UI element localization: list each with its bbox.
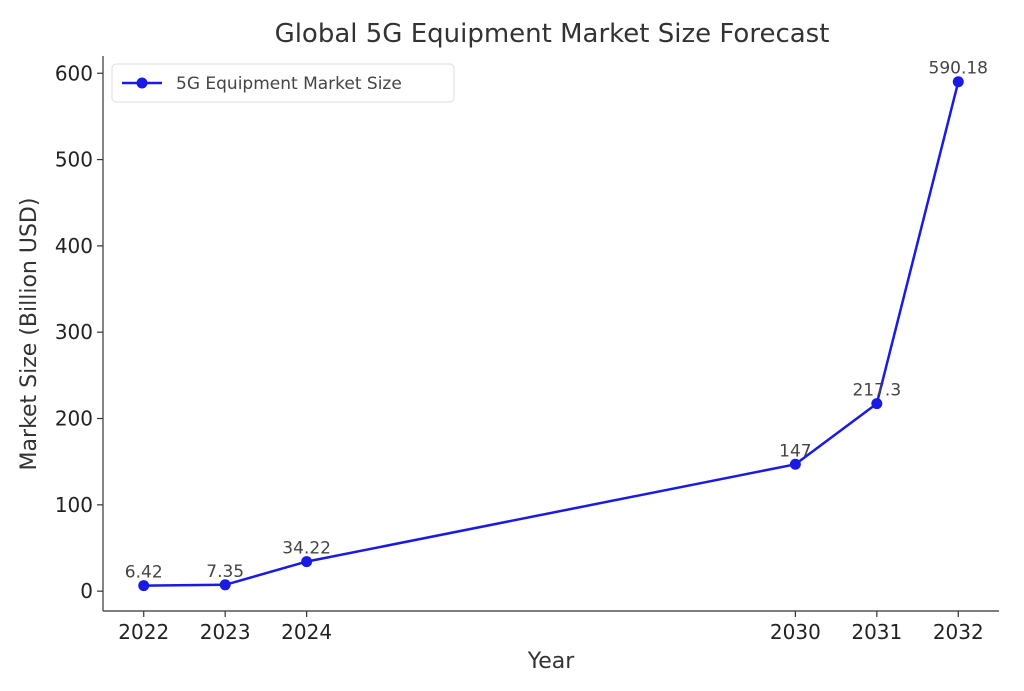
y-tick-label: 0 bbox=[80, 579, 93, 603]
data-point bbox=[138, 580, 150, 592]
data-label: 590.18 bbox=[929, 59, 988, 79]
x-tick-label: 2030 bbox=[770, 620, 821, 644]
x-tick-label: 2032 bbox=[933, 620, 984, 644]
y-tick-label: 500 bbox=[55, 148, 93, 172]
axes: 0 100 200 300 400 500 600 2022 2023 2024 2030 2031 2… bbox=[55, 56, 999, 644]
y-axis-label: Market Size (Billion USD) bbox=[17, 198, 42, 471]
legend-label: 5G Equipment Market Size bbox=[176, 74, 402, 94]
data-label: 147 bbox=[779, 441, 811, 461]
x-tick-label: 2031 bbox=[851, 620, 902, 644]
x-axis-label: Year bbox=[527, 649, 576, 674]
x-tick-label: 2023 bbox=[200, 620, 251, 644]
series-line bbox=[143, 81, 960, 587]
data-label: 34.22 bbox=[282, 539, 331, 559]
y-tick-label: 100 bbox=[55, 493, 93, 517]
data-point bbox=[871, 398, 883, 410]
series-layer: 6.42 7.35 34.22 147 217.3 590.18 bbox=[125, 59, 988, 592]
data-point bbox=[219, 579, 231, 591]
x-tick-label: 2024 bbox=[281, 620, 332, 644]
y-tick-label: 400 bbox=[55, 234, 93, 258]
y-tick-label: 600 bbox=[55, 61, 93, 85]
x-tick-label: 2022 bbox=[118, 620, 169, 644]
legend-swatch-marker bbox=[136, 77, 148, 89]
data-point bbox=[301, 556, 313, 568]
legend-box bbox=[111, 63, 455, 103]
legend: 5G Equipment Market Size bbox=[111, 63, 455, 103]
y-tick-label: 300 bbox=[55, 320, 93, 344]
y-tick-label: 200 bbox=[55, 407, 93, 431]
data-point bbox=[952, 76, 964, 88]
data-point bbox=[789, 458, 801, 470]
data-label: 7.35 bbox=[206, 562, 244, 582]
data-label: 217.3 bbox=[852, 381, 901, 401]
data-label: 6.42 bbox=[125, 563, 163, 583]
chart-title: Global 5G Equipment Market Size Forecast bbox=[275, 19, 830, 49]
